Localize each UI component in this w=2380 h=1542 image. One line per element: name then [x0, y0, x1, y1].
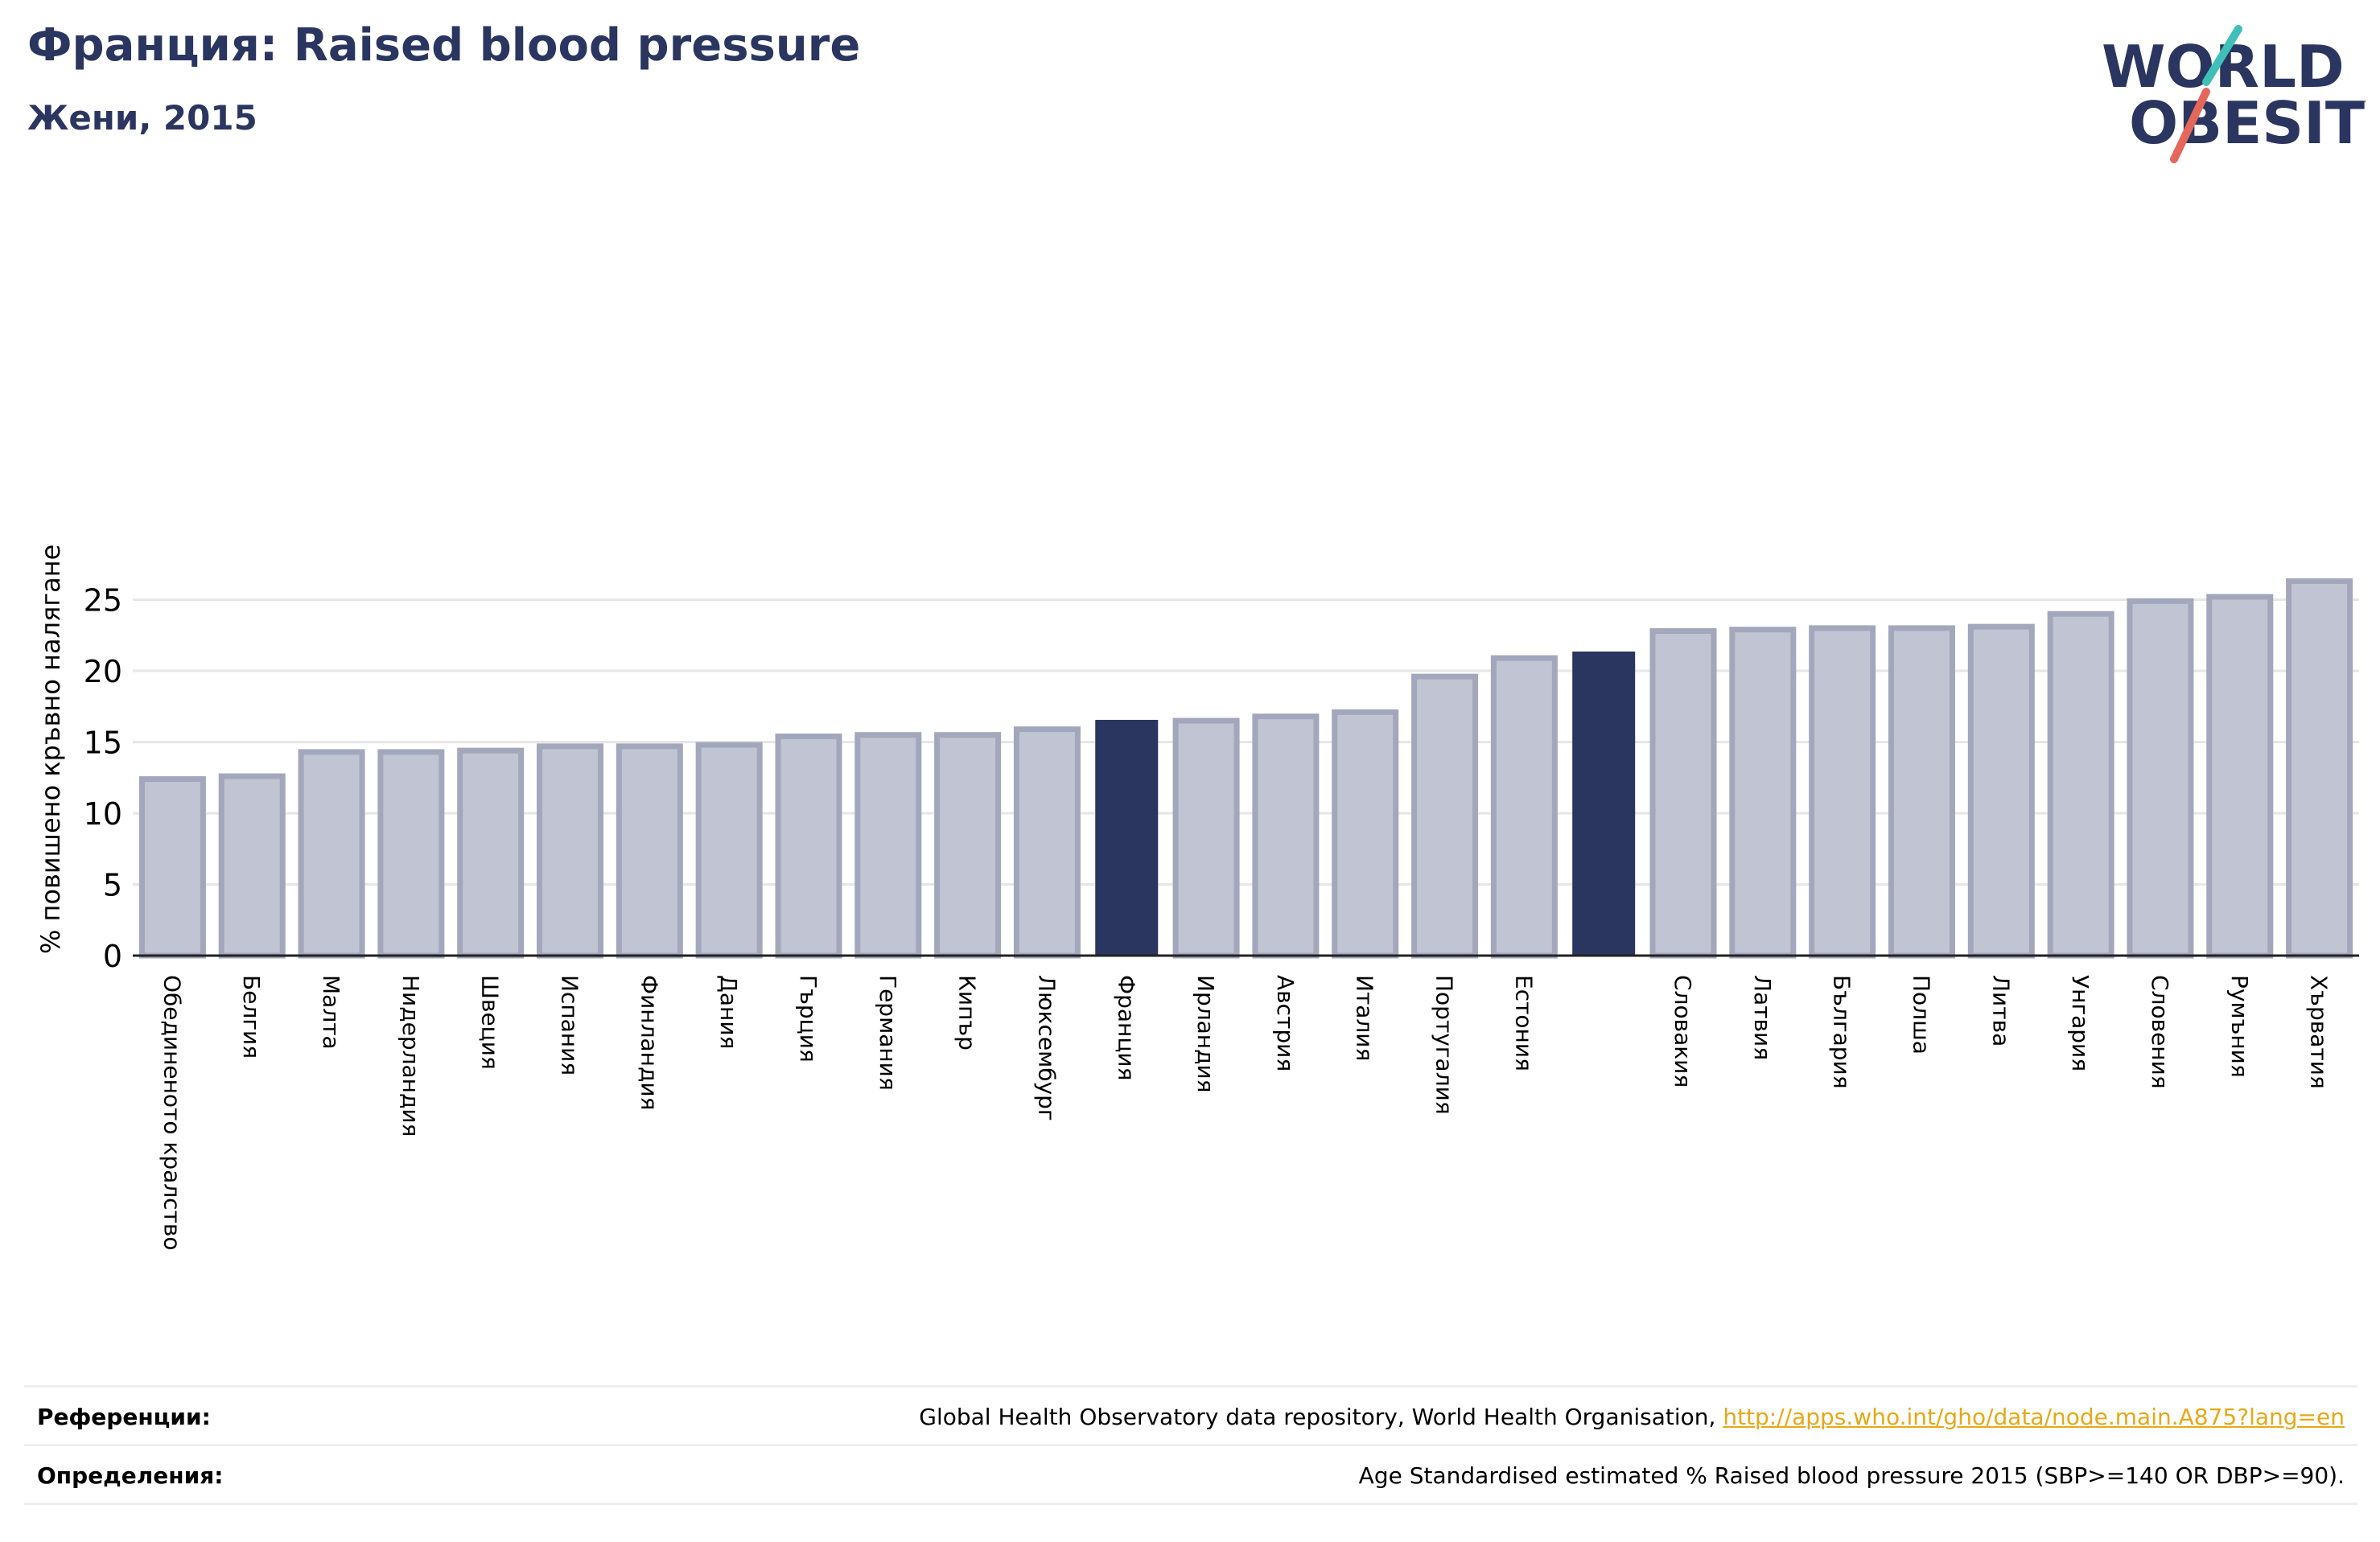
logo-word-world: WORLD: [2102, 33, 2345, 101]
logo-word-obesity: OBESITY: [2129, 89, 2366, 157]
bar: [695, 742, 763, 959]
x-tick-label: Германия: [875, 975, 901, 1091]
bar-chart: 0 5 10 15 20 25 Обединеното кралство Белгия Малт…: [35, 545, 2359, 1250]
definitions-label: Определения:: [37, 1462, 224, 1489]
bar: [934, 732, 1002, 959]
bar: [1967, 623, 2035, 959]
bar: [775, 733, 842, 959]
x-tick-label: Полша: [1908, 975, 1934, 1055]
x-tick-label: Малта: [318, 975, 344, 1050]
x-tick-label: Кипър: [954, 975, 981, 1051]
definitions-row: Определения: Age Standardised estimated …: [24, 1444, 2357, 1505]
page-title: Франция: Raised blood pressure: [27, 19, 861, 72]
x-tick-label: Хърватия: [2306, 975, 2333, 1089]
x-tick-label: Словакия: [1670, 975, 1696, 1088]
x-tick-label: Словения: [2147, 975, 2173, 1089]
x-tick-label: Швеция: [477, 975, 504, 1070]
bar: [1252, 713, 1320, 959]
bar-highlight: [1095, 719, 1159, 956]
bar: [2206, 594, 2274, 959]
bar: [218, 773, 286, 959]
axes: 0 5 10 15 20 25 Обединеното кралство Белгия Малт…: [84, 583, 2359, 1250]
x-tick-label: Дания: [715, 975, 742, 1049]
references-value: Global Health Observatory data repositor…: [919, 1404, 2345, 1430]
x-tick-label: Естония: [1510, 975, 1537, 1071]
bar: [854, 732, 922, 959]
page-subtitle: Жени, 2015: [27, 98, 257, 138]
references-text: Global Health Observatory data repositor…: [919, 1404, 1723, 1430]
x-tick-label: Италия: [1352, 975, 1378, 1061]
x-tick-label: Португалия: [1431, 975, 1458, 1115]
bar: [1490, 655, 1558, 959]
bar: [1172, 718, 1240, 959]
bar: [298, 749, 365, 959]
bar: [1729, 627, 1797, 959]
x-tick-label: Австрия: [1272, 975, 1299, 1071]
bar: [2047, 611, 2114, 959]
x-tick-label: Обединеното кралство: [159, 975, 185, 1250]
references-label: Референции:: [37, 1404, 211, 1430]
bar: [2127, 598, 2194, 959]
bar: [1332, 709, 1399, 959]
bar: [377, 749, 445, 959]
x-tick-label: Литва: [1987, 975, 2014, 1047]
x-tick-label: Латвия: [1749, 975, 1776, 1060]
x-tick-label: Нидерландия: [397, 975, 424, 1137]
y-tick-label: 15: [84, 726, 122, 761]
references-row: Референции: Global Health Observatory da…: [24, 1385, 2357, 1444]
x-tick-label: Ирландия: [1192, 975, 1219, 1092]
logo-slash-coral: [2170, 88, 2210, 163]
y-tick-label: 20: [84, 654, 122, 689]
y-tick-label: 10: [84, 796, 122, 832]
x-tick-label: Люксембург: [1033, 975, 1060, 1121]
x-tick-label: Испания: [557, 975, 583, 1075]
x-tick-label: Гърция: [795, 975, 821, 1063]
x-tick-label: Белгия: [238, 975, 265, 1059]
y-axis-label: % повишено кръвно налягане: [35, 545, 66, 954]
x-tick-label: България: [1829, 975, 1855, 1089]
world-obesity-logo: WORLD OBESITY: [2102, 25, 2366, 163]
definitions-value: Age Standardised estimated % Raised bloo…: [1358, 1462, 2345, 1489]
bar: [2286, 578, 2353, 959]
bar: [1888, 625, 1955, 959]
bar: [1013, 726, 1081, 959]
bar: [138, 776, 206, 959]
logo-slash-teal: [2202, 25, 2242, 86]
references-link[interactable]: http://apps.who.int/gho/data/node.main.A…: [1723, 1404, 2345, 1430]
bars: [138, 578, 2353, 959]
bar: [1649, 627, 1717, 959]
x-tick-label: Унгария: [2067, 975, 2094, 1071]
bar: [457, 747, 525, 959]
y-tick-label: 0: [103, 939, 122, 974]
bar: [1809, 625, 1876, 959]
x-tick-label: Франция: [1113, 975, 1139, 1080]
bar-highlight: [1572, 651, 1636, 956]
x-tick-label: Финландия: [636, 975, 662, 1110]
y-tick-label: 25: [84, 583, 122, 619]
references-table: Референции: Global Health Observatory da…: [24, 1385, 2357, 1505]
x-tick-label: Румъния: [2226, 975, 2253, 1078]
bar: [616, 743, 683, 959]
y-tick-label: 5: [103, 868, 122, 903]
bar: [1411, 673, 1479, 959]
bar: [537, 743, 604, 959]
